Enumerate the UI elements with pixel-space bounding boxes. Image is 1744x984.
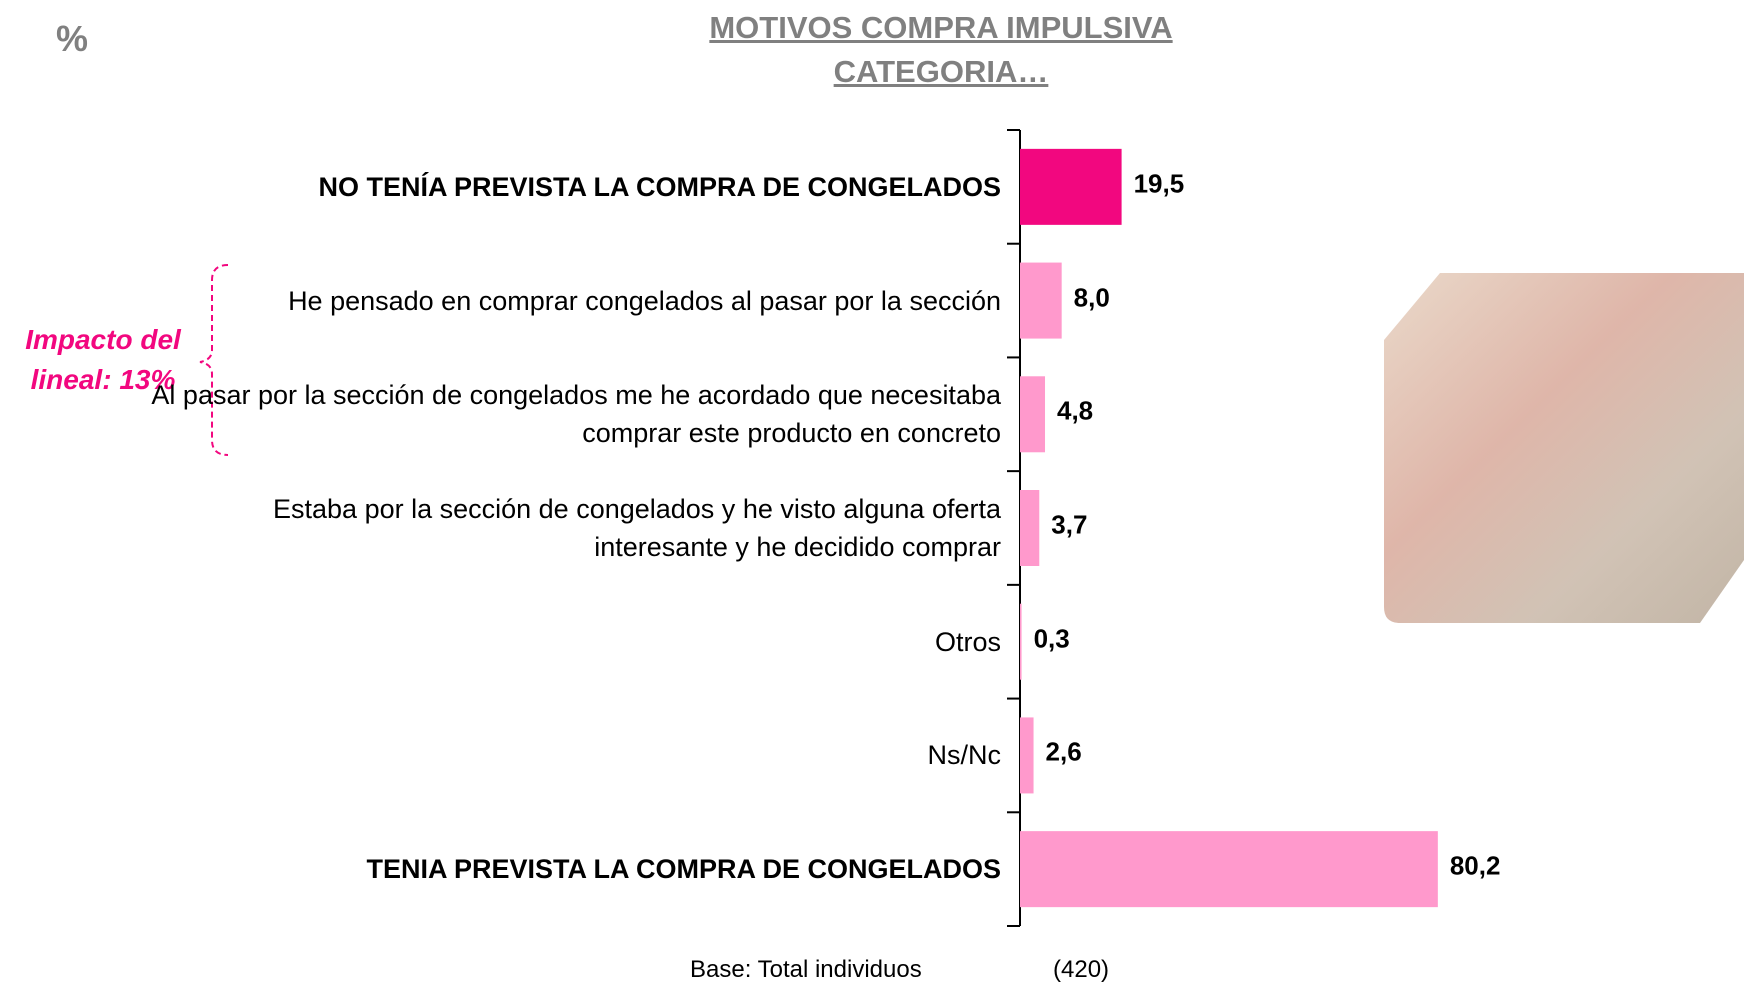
base-label: Base: Total individuos xyxy=(690,956,922,983)
bar xyxy=(1020,262,1062,339)
chart-title: MOTIVOS COMPRA IMPULSIVA CATEGORIA… xyxy=(709,10,1173,89)
value-label: 0,3 xyxy=(1033,623,1070,654)
percent-label: % xyxy=(56,18,89,59)
annotation: Impacto del lineal: 13% xyxy=(25,324,181,395)
annotation-brace xyxy=(199,264,229,456)
bar xyxy=(1020,376,1046,453)
category-label: TENIA PREVISTA LA COMPRA DE CONGELADOS xyxy=(366,854,1001,885)
value-label: 3,7 xyxy=(1051,509,1088,540)
decorative-photo xyxy=(1384,273,1744,623)
category-label: Al pasar por la sección de congelados me… xyxy=(151,380,1001,449)
category-label: NO TENÍA PREVISTA LA COMPRA DE CONGELADO… xyxy=(318,171,1001,202)
bar xyxy=(1020,717,1034,794)
category-label: Estaba por la sección de congelados y he… xyxy=(273,494,1001,562)
bar xyxy=(1020,603,1022,680)
category-label: He pensado en comprar congelados al pasa… xyxy=(288,285,1001,316)
value-label: 8,0 xyxy=(1073,281,1110,312)
bar xyxy=(1020,490,1040,566)
value-label: 19,5 xyxy=(1133,168,1185,199)
bar xyxy=(1020,831,1438,908)
value-label: 4,8 xyxy=(1057,395,1094,426)
value-label: 2,6 xyxy=(1045,736,1082,767)
bar xyxy=(1020,148,1122,225)
category-label: Ns/Nc xyxy=(927,740,1002,771)
category-label: Otros xyxy=(934,626,1001,657)
base-value: (420) xyxy=(1053,956,1110,983)
value-label: 80,2 xyxy=(1449,850,1501,881)
